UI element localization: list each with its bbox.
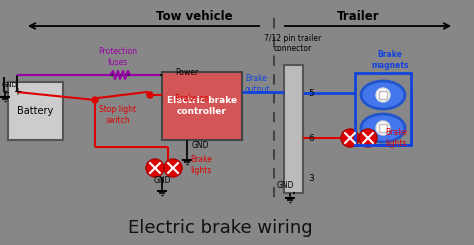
Text: Brake
lights: Brake lights	[385, 128, 407, 148]
Bar	[379, 91, 387, 99]
Bar	[284, 65, 303, 193]
Bar	[8, 82, 63, 140]
Text: -: -	[5, 87, 9, 97]
Circle shape	[376, 121, 390, 135]
Text: Brake
lights: Brake lights	[190, 155, 212, 175]
Text: Tow vehicle: Tow vehicle	[155, 10, 232, 23]
Text: +: +	[13, 87, 21, 97]
Text: Trailer: Trailer	[337, 10, 379, 23]
Circle shape	[147, 92, 153, 98]
Text: Protection
fuses: Protection fuses	[99, 47, 137, 67]
Text: Battery: Battery	[18, 106, 54, 116]
Bar	[355, 73, 411, 145]
Text: GND: GND	[153, 176, 171, 185]
Text: Brake
magnets: Brake magnets	[371, 50, 409, 70]
Text: Stop light
switch: Stop light switch	[100, 105, 137, 125]
Text: Electric brake wiring: Electric brake wiring	[128, 219, 312, 237]
Circle shape	[359, 129, 377, 147]
Text: Electric brake
controller: Electric brake controller	[167, 96, 237, 116]
Circle shape	[92, 97, 98, 103]
Text: Power: Power	[175, 68, 198, 76]
Bar	[162, 72, 242, 140]
Text: 7/12 pin trailer
connector: 7/12 pin trailer connector	[264, 34, 322, 53]
Text: 3: 3	[308, 173, 314, 183]
Text: Brake
output: Brake output	[245, 74, 271, 94]
Circle shape	[376, 88, 390, 102]
Text: GND: GND	[192, 140, 210, 149]
Circle shape	[341, 129, 359, 147]
Bar	[379, 124, 387, 132]
Circle shape	[164, 159, 182, 177]
Circle shape	[146, 159, 164, 177]
Text: GND: GND	[277, 181, 294, 189]
Ellipse shape	[361, 114, 405, 142]
Text: 5: 5	[308, 88, 314, 98]
Ellipse shape	[361, 81, 405, 109]
Text: 6: 6	[308, 134, 314, 143]
Text: GND: GND	[2, 82, 18, 88]
Text: Brake on: Brake on	[175, 94, 209, 102]
